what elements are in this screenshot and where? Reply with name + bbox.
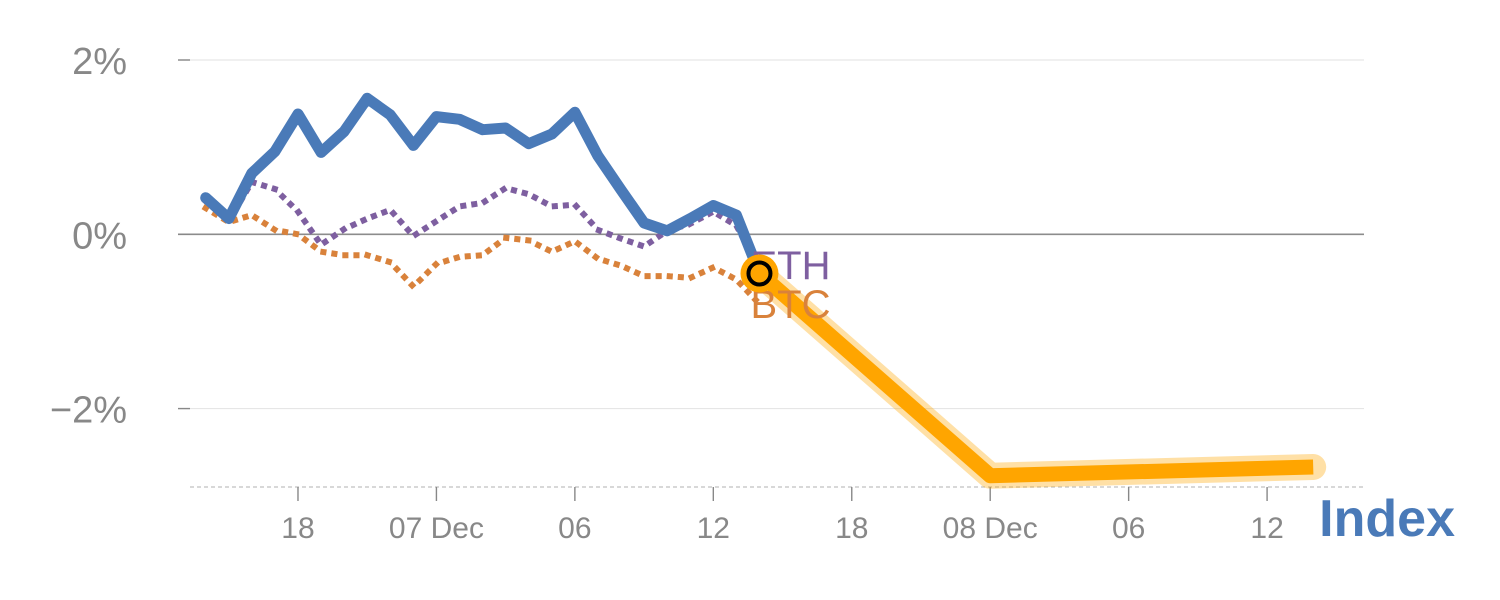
series-layer [200, 92, 1327, 489]
y-tick-label: 0% [72, 215, 127, 257]
index-series-line [200, 92, 765, 279]
x-axis-title: Index [1319, 490, 1455, 548]
grid-layer [178, 59, 1364, 501]
junction-marker-ring [746, 260, 773, 287]
highlight-series-glow [746, 260, 1327, 489]
junction-marker-halo [740, 254, 779, 293]
x-tick-label: 18 [835, 512, 868, 545]
x-tick-label: 12 [697, 512, 730, 545]
x-tick-label: 07 Dec [389, 512, 484, 545]
series-line-btc [201, 203, 764, 309]
x-tick-label: 08 Dec [943, 512, 1038, 545]
x-tick-label: 06 [1112, 512, 1145, 545]
highlight-series-line [754, 267, 1314, 484]
y-tick-label: 2% [72, 41, 127, 83]
y-tick-label: −2% [50, 390, 127, 432]
x-tick-label: 06 [558, 512, 591, 545]
x-tick-label: 18 [281, 512, 314, 545]
x-tick-label: 12 [1250, 512, 1283, 545]
